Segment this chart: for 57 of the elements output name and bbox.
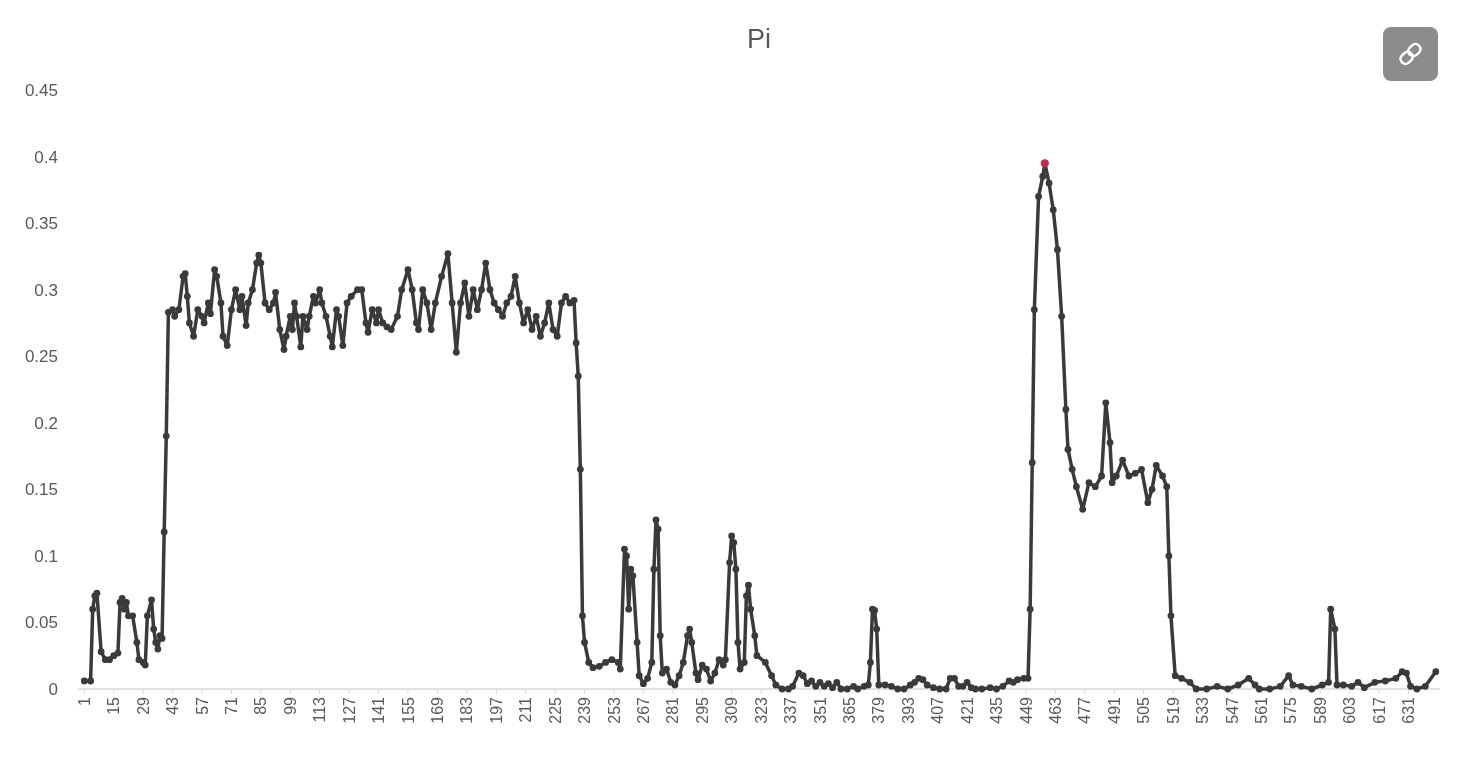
x-tick-label: 127 <box>340 696 358 724</box>
x-tick-label: 589 <box>1311 696 1329 724</box>
x-tick-label: 281 <box>664 696 682 724</box>
x-tick-label: 267 <box>635 696 652 724</box>
x-tick-label: 85 <box>252 696 270 715</box>
y-tick-label: 0.2 <box>34 413 58 433</box>
y-tick-label: 0.3 <box>34 280 58 300</box>
x-tick-label: 239 <box>576 696 594 724</box>
x-tick-label: 407 <box>929 696 947 724</box>
x-tick-label: 225 <box>546 696 564 724</box>
y-tick-label: 0.15 <box>24 480 58 500</box>
y-tick-label: 0.25 <box>24 347 58 367</box>
y-tick-label: 0.35 <box>24 214 58 234</box>
x-tick-label: 29 <box>134 696 152 715</box>
y-tick-label: 0.45 <box>24 80 58 100</box>
y-tick-label: 0.4 <box>34 147 58 167</box>
x-tick-label: 393 <box>899 696 917 724</box>
x-tick-label: 253 <box>605 696 623 724</box>
x-tick-label: 351 <box>811 696 829 724</box>
x-tick-label: 99 <box>281 696 299 715</box>
x-tick-label: 477 <box>1076 696 1094 724</box>
x-tick-label: 43 <box>164 696 182 715</box>
x-tick-label: 365 <box>840 696 858 724</box>
chart-title: Pi <box>746 24 772 54</box>
x-tick-label: 155 <box>399 696 417 724</box>
x-tick-label: 379 <box>870 696 888 724</box>
x-tick-label: 183 <box>458 696 476 724</box>
y-tick-label: 0.05 <box>24 613 58 633</box>
x-tick-label: 421 <box>958 696 976 724</box>
x-tick-label: 113 <box>311 696 329 723</box>
x-tick-label: 435 <box>988 696 1006 724</box>
y-tick-label: 0.1 <box>34 546 58 566</box>
x-tick-label: 505 <box>1135 696 1153 724</box>
x-tick-label: 323 <box>752 696 770 724</box>
x-tick-label: 15 <box>105 696 123 715</box>
x-tick-label: 561 <box>1252 696 1270 724</box>
x-tick-label: 603 <box>1341 696 1359 724</box>
x-tick-label: 463 <box>1046 696 1064 724</box>
x-tick-label: 57 <box>193 696 211 715</box>
x-tick-label: 519 <box>1164 696 1182 724</box>
x-tick-label: 491 <box>1105 696 1123 724</box>
x-tick-label: 141 <box>370 696 388 724</box>
x-tick-label: 617 <box>1370 696 1388 724</box>
x-tick-label: 1 <box>75 696 93 706</box>
y-tick-label: 0 <box>48 679 58 699</box>
x-tick-label: 547 <box>1223 696 1241 724</box>
x-tick-label: 533 <box>1194 696 1212 724</box>
x-tick-label: 309 <box>723 696 741 724</box>
x-tick-label: 449 <box>1017 696 1035 724</box>
x-tick-label: 337 <box>782 696 800 724</box>
x-tick-label: 575 <box>1282 696 1300 724</box>
x-tick-label: 71 <box>223 696 241 715</box>
x-tick-label: 197 <box>487 696 505 724</box>
x-tick-label: 295 <box>693 696 711 724</box>
x-tick-label: 211 <box>517 696 535 723</box>
x-tick-label: 631 <box>1400 696 1418 724</box>
x-tick-label: 169 <box>429 696 447 724</box>
